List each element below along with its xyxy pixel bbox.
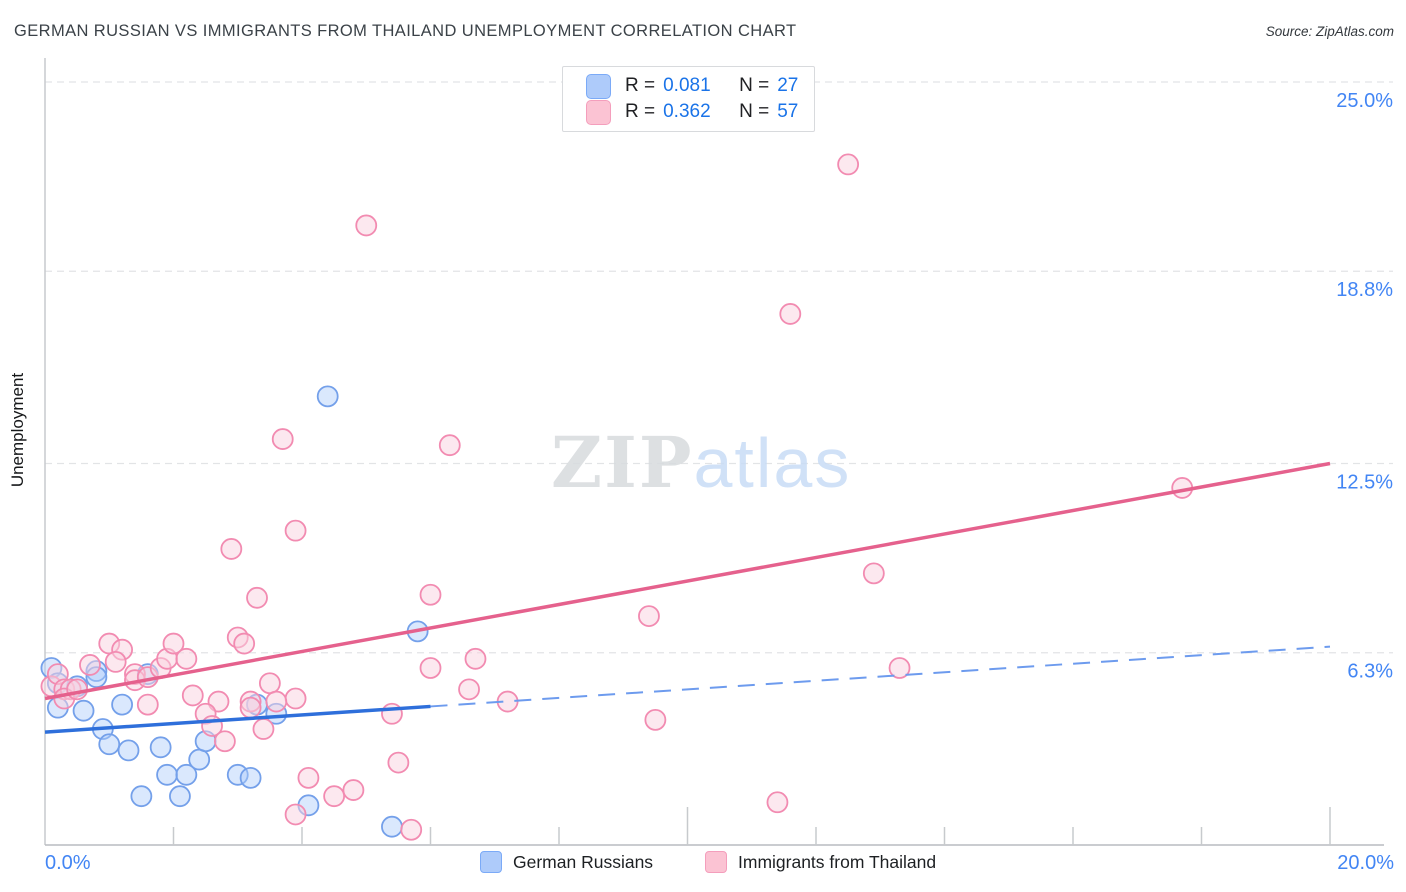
page-title: GERMAN RUSSIAN VS IMMIGRANTS FROM THAILA… (14, 22, 797, 40)
y-tick-label: 6.3% (1347, 661, 1393, 683)
scatter-point-immigrants-from-thailand (220, 538, 243, 560)
scatter-point-german-russians (117, 739, 140, 762)
scatter-point-immigrants-from-thailand (766, 791, 789, 814)
trend-line-german-russians (44, 704, 431, 734)
legend-label: Immigrants from Thailand (738, 851, 937, 872)
scatter-point-german-russians (239, 766, 262, 789)
scatter-point-german-russians (226, 763, 249, 786)
scatter-point-immigrants-from-thailand (66, 678, 89, 701)
scatter-point-immigrants-from-thailand (644, 708, 667, 731)
scatter-point-german-russians (111, 693, 133, 716)
scatter-point-immigrants-from-thailand (888, 657, 911, 679)
scatter-point-immigrants-from-thailand (181, 684, 204, 707)
watermark: ZIPatlas (551, 421, 851, 504)
y-tick-label: 18.8% (1336, 279, 1393, 301)
scatter-point-immigrants-from-thailand (387, 751, 410, 774)
scatter-point-german-russians (156, 763, 178, 786)
scatter-point-immigrants-from-thailand (79, 654, 101, 676)
scatter-point-immigrants-from-thailand (104, 650, 127, 673)
legend-item-german-russians: German Russians (480, 851, 653, 873)
scatter-point-immigrants-from-thailand (239, 696, 262, 719)
trend-line-german-russians-projection (430, 645, 1331, 708)
scatter-point-immigrants-from-thailand (419, 657, 442, 679)
blue-swatch-icon (480, 851, 502, 873)
pink-swatch-icon (705, 851, 727, 873)
n-value: 57 (777, 101, 799, 122)
y-tick-label: 25.0% (1336, 90, 1393, 112)
scatter-point-german-russians (130, 785, 153, 808)
scatter-point-immigrants-from-thailand (297, 766, 320, 789)
legend-row-immigrants-thailand: R = 0.362 N = 57 (586, 99, 814, 125)
scatter-point-immigrants-from-thailand (458, 678, 480, 701)
scatter-point-immigrants-from-thailand (355, 214, 378, 237)
scatter-point-immigrants-from-thailand (246, 586, 268, 609)
scatter-point-german-russians (188, 748, 211, 771)
scatter-point-immigrants-from-thailand (464, 647, 487, 670)
y-tick-label: 12.5% (1336, 472, 1393, 494)
scatter-point-immigrants-from-thailand (175, 647, 198, 670)
legend-item-immigrants-thailand: Immigrants from Thailand (705, 851, 936, 873)
n-label: N = (739, 101, 770, 122)
scatter-point-immigrants-from-thailand (323, 785, 346, 808)
scatter-point-german-russians (149, 736, 172, 759)
scatter-point-german-russians (98, 733, 121, 756)
scatter-point-immigrants-from-thailand (419, 583, 442, 606)
scatter-point-immigrants-from-thailand (252, 718, 275, 740)
scatter-point-immigrants-from-thailand (136, 693, 159, 716)
scatter-point-immigrants-from-thailand (638, 605, 660, 627)
source-attribution: Source: ZipAtlas.com (1265, 24, 1394, 39)
r-value: 0.081 (663, 75, 711, 96)
trend-line-immigrants-from-thailand (44, 461, 1331, 701)
scatter-point-german-russians (175, 763, 198, 786)
n-value: 27 (777, 75, 799, 96)
x-axis-min-label: 0.0% (45, 852, 91, 874)
scatter-point-immigrants-from-thailand (162, 632, 185, 655)
legend-label: German Russians (513, 851, 654, 872)
scatter-point-immigrants-from-thailand (381, 702, 403, 725)
r-label: R = (625, 101, 656, 122)
scatter-point-immigrants-from-thailand (258, 672, 281, 695)
scatter-point-immigrants-from-thailand (213, 730, 236, 753)
scatter-point-immigrants-from-thailand (862, 562, 885, 585)
blue-swatch-icon (586, 73, 611, 99)
r-label: R = (625, 75, 656, 96)
x-axis-max-label: 20.0% (1337, 852, 1394, 874)
r-value: 0.362 (663, 101, 711, 122)
scatter-point-immigrants-from-thailand (837, 153, 860, 176)
n-label: N = (739, 75, 770, 96)
scatter-point-immigrants-from-thailand (284, 803, 307, 826)
pink-swatch-icon (586, 99, 611, 125)
scatter-point-immigrants-from-thailand (438, 434, 461, 457)
y-axis-title: Unemployment (8, 372, 27, 488)
scatter-point-german-russians (169, 785, 191, 808)
scatter-point-german-russians (381, 815, 403, 838)
scatter-point-german-russians (72, 699, 95, 722)
scatter-point-immigrants-from-thailand (265, 690, 288, 713)
scatter-point-immigrants-from-thailand (271, 428, 294, 450)
scatter-point-immigrants-from-thailand (284, 519, 307, 542)
scatter-point-german-russians (316, 385, 339, 408)
scatter-point-immigrants-from-thailand (342, 779, 365, 801)
scatter-point-immigrants-from-thailand (779, 303, 802, 325)
correlation-legend-box: R = 0.081 N = 27 R = 0.362 N = 57 (562, 66, 815, 132)
scatter-point-immigrants-from-thailand (400, 818, 423, 841)
scatter-point-immigrants-from-thailand (284, 687, 307, 710)
legend-row-german-russians: R = 0.081 N = 27 (586, 73, 814, 99)
scatter-point-immigrants-from-thailand (233, 632, 256, 655)
